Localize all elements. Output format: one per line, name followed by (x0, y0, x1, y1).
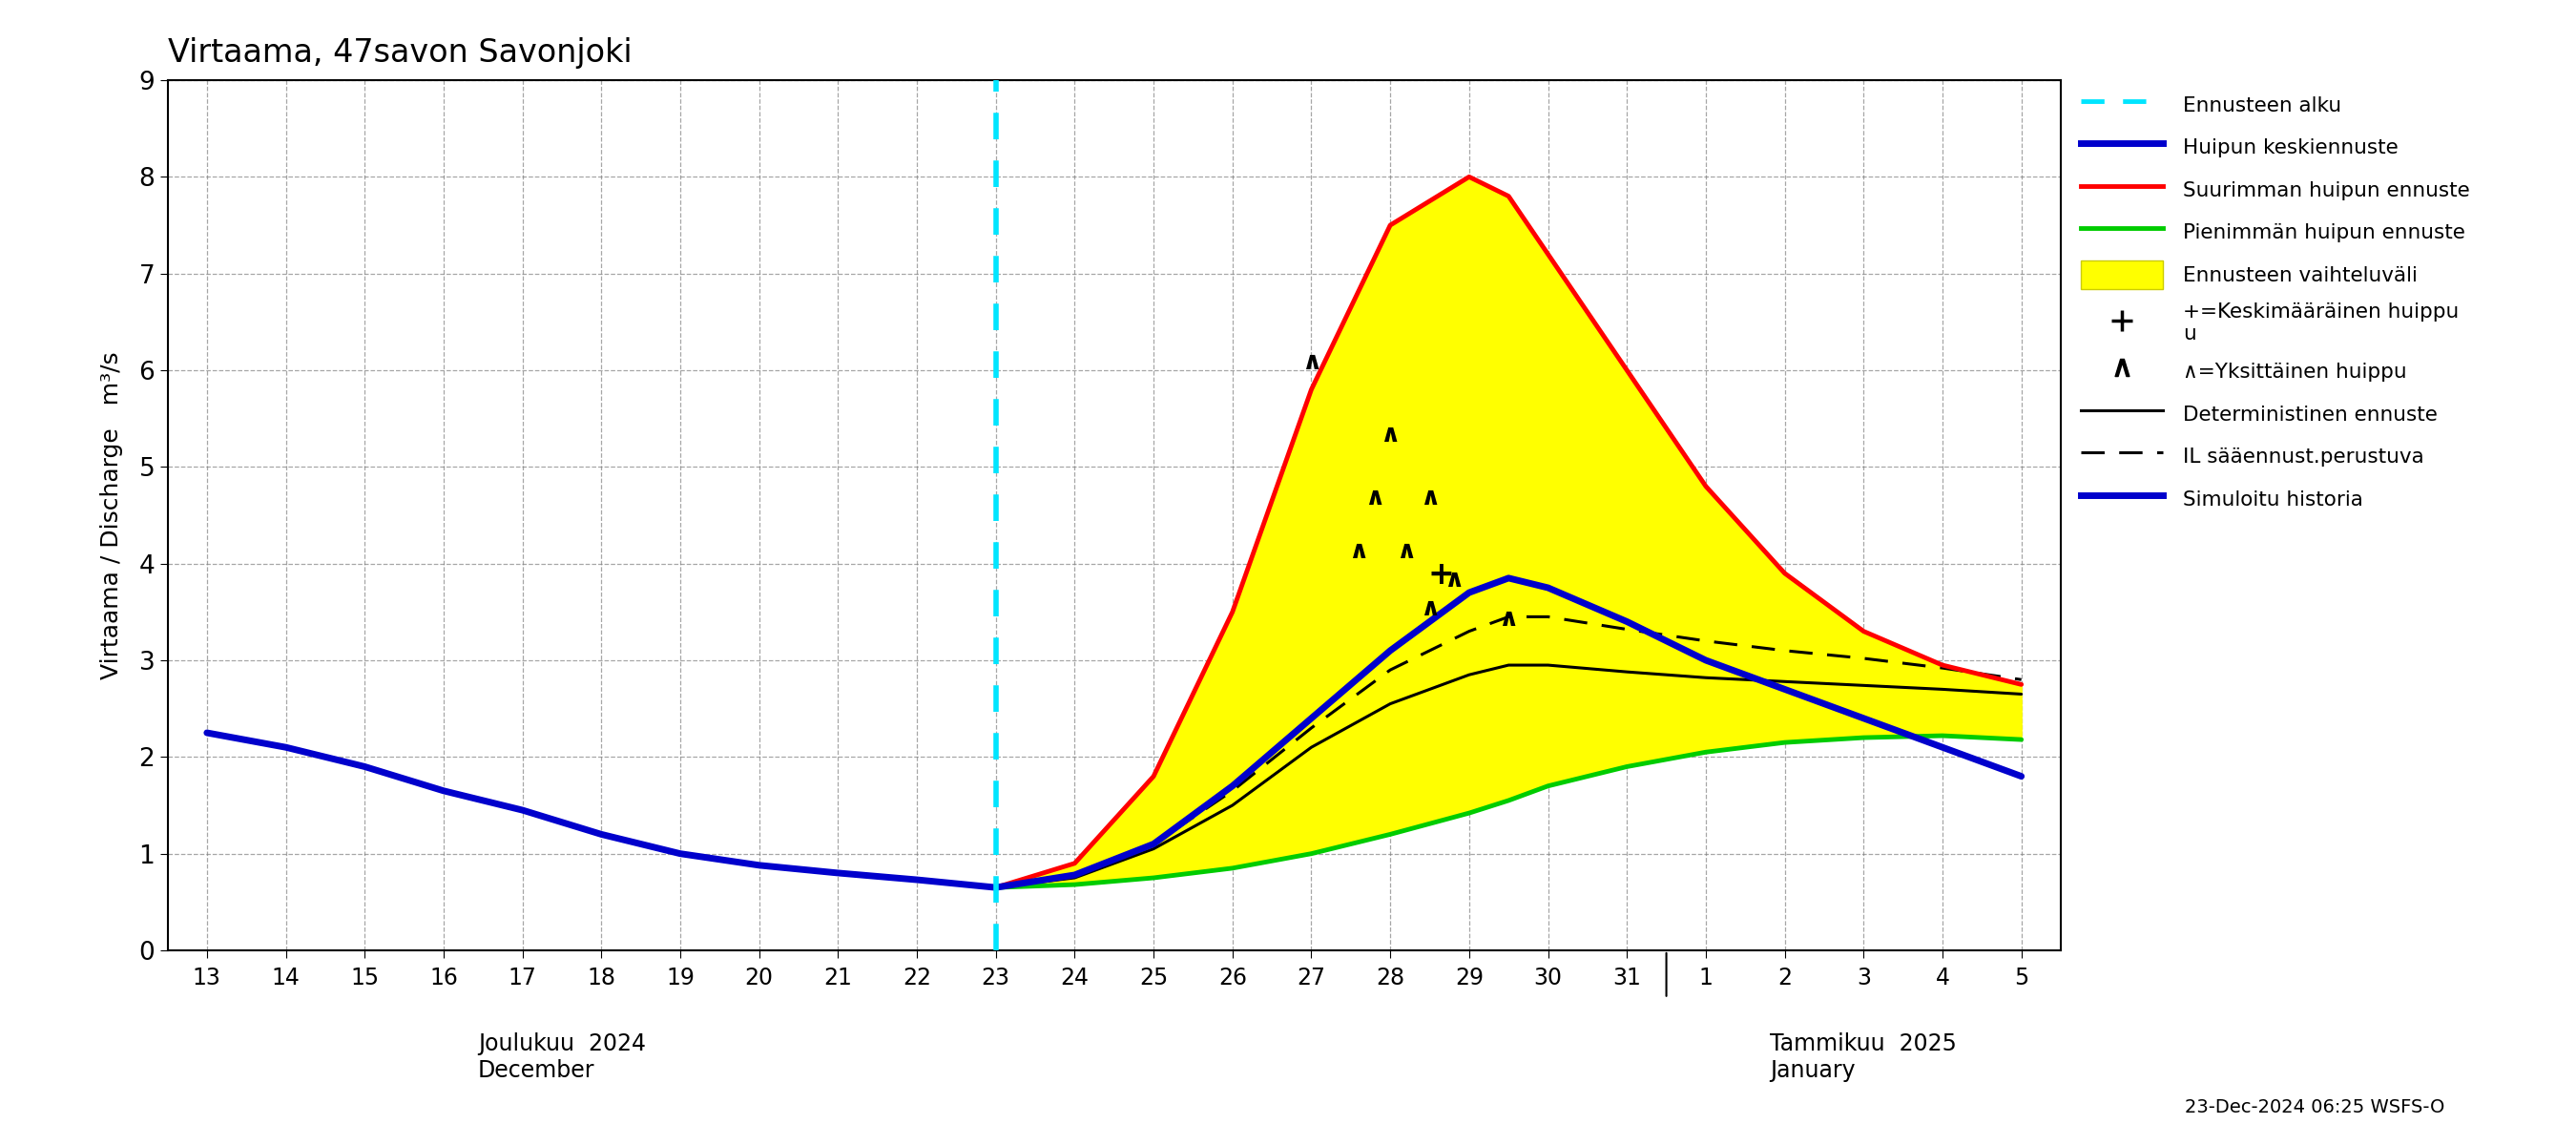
Text: Tammikuu  2025
January: Tammikuu 2025 January (1770, 1033, 1958, 1082)
Text: ∧: ∧ (1301, 350, 1321, 376)
Text: +: + (1427, 560, 1455, 591)
Text: ∧: ∧ (1365, 485, 1386, 511)
Text: ∧: ∧ (1396, 539, 1417, 563)
Text: ∧: ∧ (1499, 607, 1520, 631)
Legend: Ennusteen alku, Huipun keskiennuste, Suurimman huipun ennuste, Pienimmän huipun : Ennusteen alku, Huipun keskiennuste, Suu… (2081, 90, 2470, 513)
Text: Virtaama, 47savon Savonjoki: Virtaama, 47savon Savonjoki (167, 37, 631, 69)
Text: ∧: ∧ (1381, 423, 1401, 448)
Text: ∧: ∧ (1347, 539, 1368, 563)
Text: ∧: ∧ (1443, 568, 1463, 593)
Text: ∧: ∧ (1419, 485, 1440, 511)
Text: ∧: ∧ (1419, 597, 1440, 622)
Text: 23-Dec-2024 06:25 WSFS-O: 23-Dec-2024 06:25 WSFS-O (2184, 1098, 2445, 1116)
Y-axis label: Virtaama / Discharge   m³/s: Virtaama / Discharge m³/s (100, 352, 124, 679)
Text: Joulukuu  2024
December: Joulukuu 2024 December (479, 1033, 647, 1082)
